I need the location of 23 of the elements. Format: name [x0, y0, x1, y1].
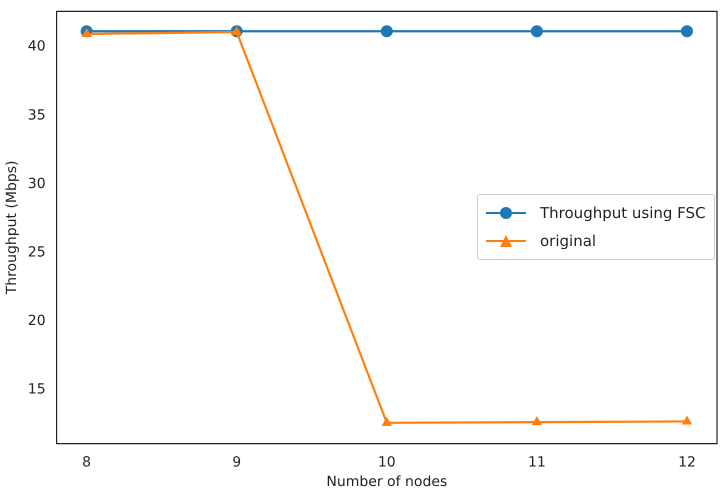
point — [382, 416, 392, 426]
x-tick-label: 8 — [82, 454, 92, 470]
y-tick-label: 30 — [28, 176, 46, 192]
x-tick-label: 11 — [528, 454, 546, 470]
legend-label: original — [540, 232, 596, 250]
x-tick-label: 12 — [678, 454, 696, 470]
point — [680, 25, 693, 38]
point — [81, 28, 92, 38]
y-tick-label: 15 — [28, 382, 46, 398]
point — [380, 25, 393, 38]
x-axis-title: Number of nodes — [326, 474, 448, 490]
y-tick-label: 35 — [28, 107, 46, 124]
y-tick-label: 25 — [28, 244, 46, 260]
x-tick-label: 10 — [378, 454, 396, 470]
y-tick-label: 20 — [28, 312, 46, 329]
point — [530, 25, 543, 38]
point — [232, 26, 242, 35]
point — [532, 416, 542, 426]
y-axis-title: Throughput (Mbps) — [4, 160, 20, 296]
point — [682, 415, 692, 424]
x-tick-label: 9 — [232, 454, 242, 470]
y-tick-label: 40 — [28, 38, 46, 55]
legend-label: Throughput using FSC — [540, 204, 706, 222]
